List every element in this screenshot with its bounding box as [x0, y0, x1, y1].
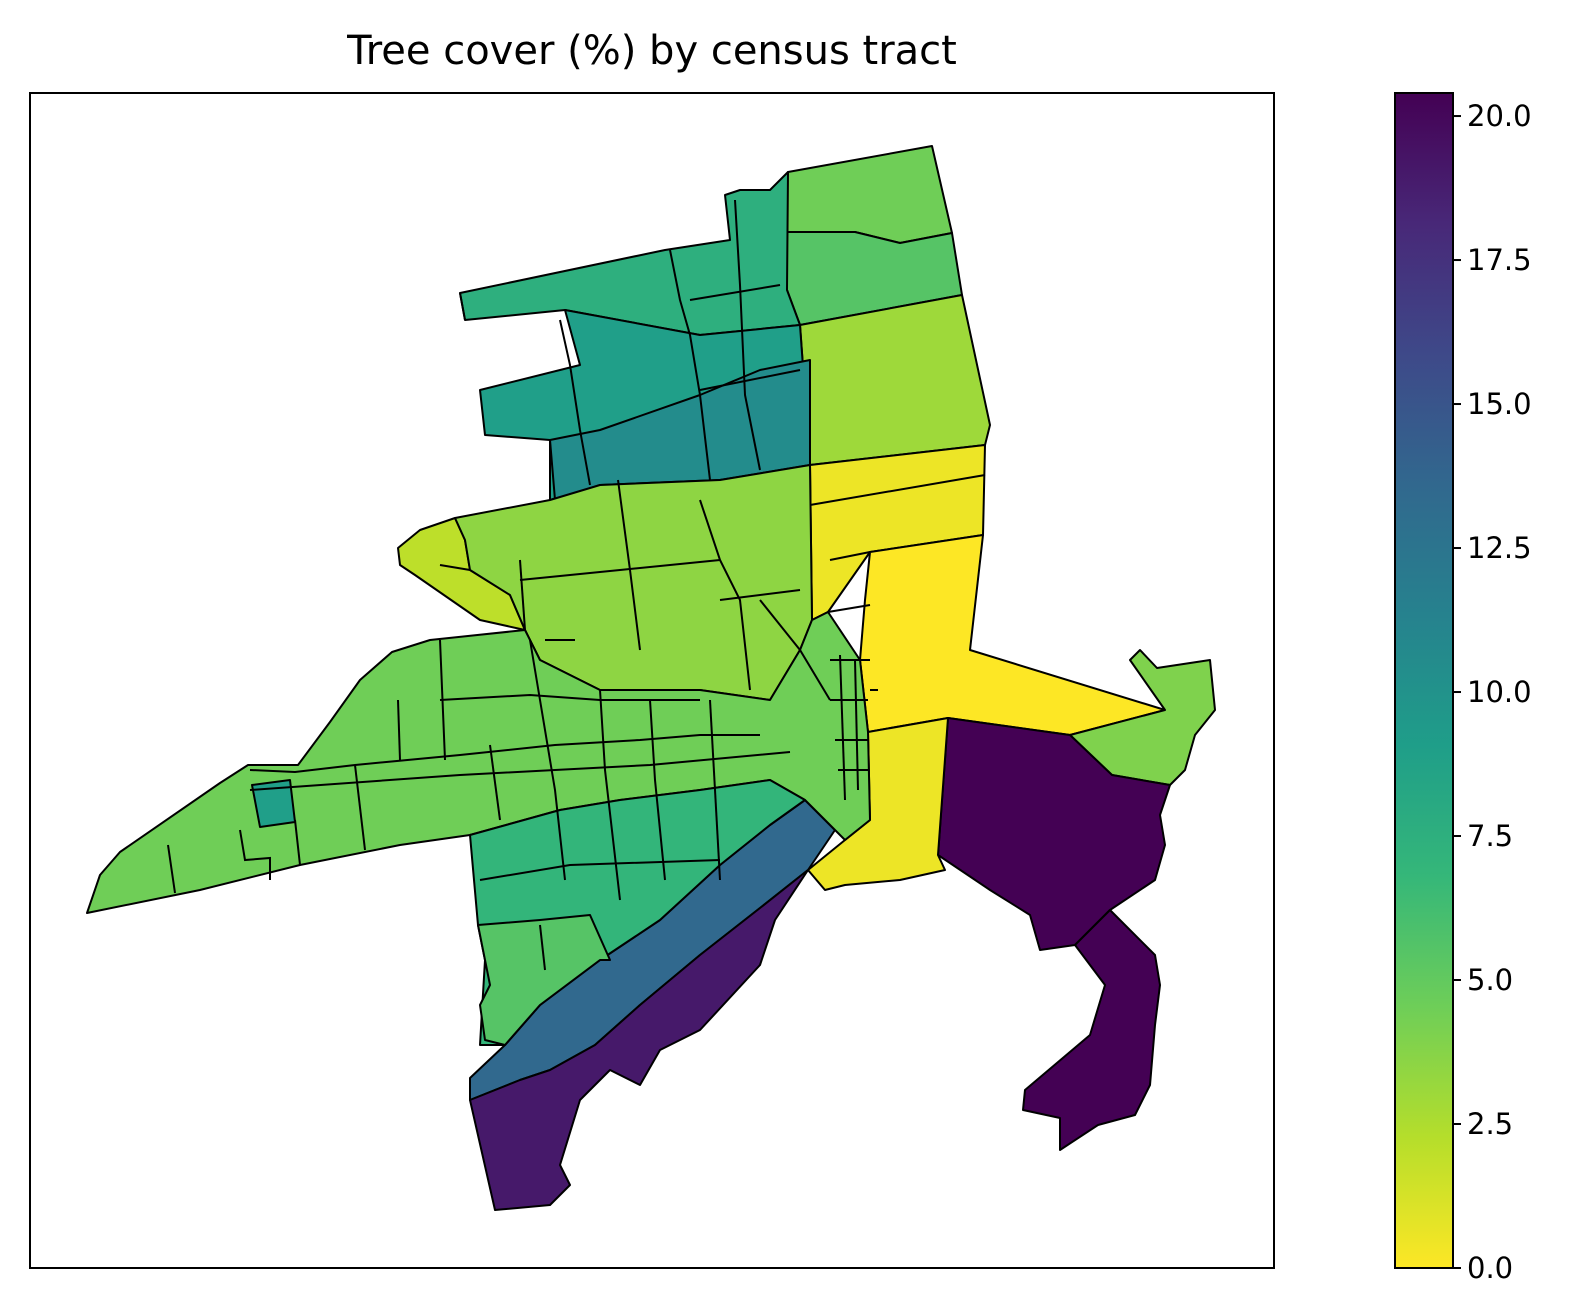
tract-boundaries	[167, 199, 986, 971]
colorbar-tick-label: 15.0	[1467, 387, 1532, 421]
colorbar-tick-label: 10.0	[1467, 675, 1532, 709]
map-title: Tree cover (%) by census tract	[346, 28, 957, 74]
colorbar: 0.0 2.5 5.0 7.5 10.0 12.5 15.0 17.5 20.0	[1394, 92, 1532, 1285]
colorbar-ticks: 0.0 2.5 5.0 7.5 10.0 12.5 15.0 17.5 20.0	[1453, 99, 1532, 1285]
tract-se-purple-hook[interactable]	[1022, 909, 1161, 1151]
tract-ne-large-lime[interactable]	[799, 294, 991, 466]
colorbar-tick-label: 20.0	[1467, 99, 1532, 133]
colorbar-tick-label: 0.0	[1467, 1251, 1513, 1285]
colorbar-tick-label: 7.5	[1467, 819, 1513, 853]
colorbar-scale	[1394, 92, 1454, 1269]
colorbar-tick-label: 5.0	[1467, 963, 1513, 997]
census-tracts	[86, 145, 1216, 1211]
tract-se-purple-shore[interactable]	[937, 717, 1171, 951]
tract-sw-lower-block[interactable]	[477, 914, 611, 1046]
colorbar-tick-label: 2.5	[1467, 1107, 1513, 1141]
tract-s-purple-coast[interactable]	[469, 869, 809, 1211]
colorbar-tick-label: 12.5	[1467, 531, 1532, 565]
map-axes	[29, 92, 1275, 1269]
colorbar-tick-label: 17.5	[1467, 243, 1532, 277]
